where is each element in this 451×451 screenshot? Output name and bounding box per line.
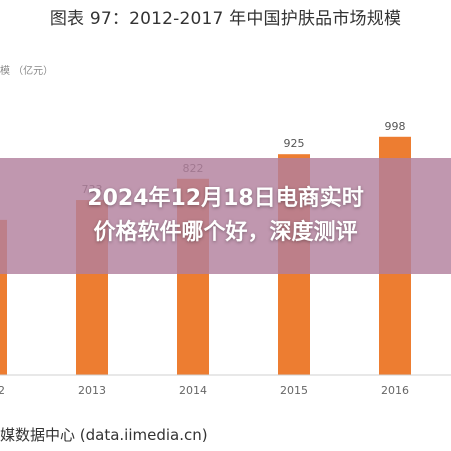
headline-line-1: 2024年12月18日电商实时 xyxy=(87,186,364,211)
headline-overlay: 2024年12月18日电商实时 价格软件哪个好，深度测评 xyxy=(0,158,451,274)
x-tick-2015: 2015 xyxy=(280,384,308,397)
value-label-2015: 925 xyxy=(284,137,305,150)
x-tick-2016: 2016 xyxy=(381,384,409,397)
y-axis-label: 模 （亿元） xyxy=(0,66,54,77)
chart-title: 图表 97：2012-2017 年中国护肤品市场规模 xyxy=(49,9,402,29)
x-tick-2014: 2014 xyxy=(179,384,207,397)
bar-2012 xyxy=(0,219,7,375)
value-label-2016: 998 xyxy=(385,120,406,133)
x-tick-2012: 2012 xyxy=(0,384,5,397)
x-tick-2013: 2013 xyxy=(78,384,106,397)
headline-line-2: 价格软件哪个好，深度测评 xyxy=(93,220,358,245)
source-credit: 媒数据中心 (data.iimedia.cn) xyxy=(0,426,208,444)
